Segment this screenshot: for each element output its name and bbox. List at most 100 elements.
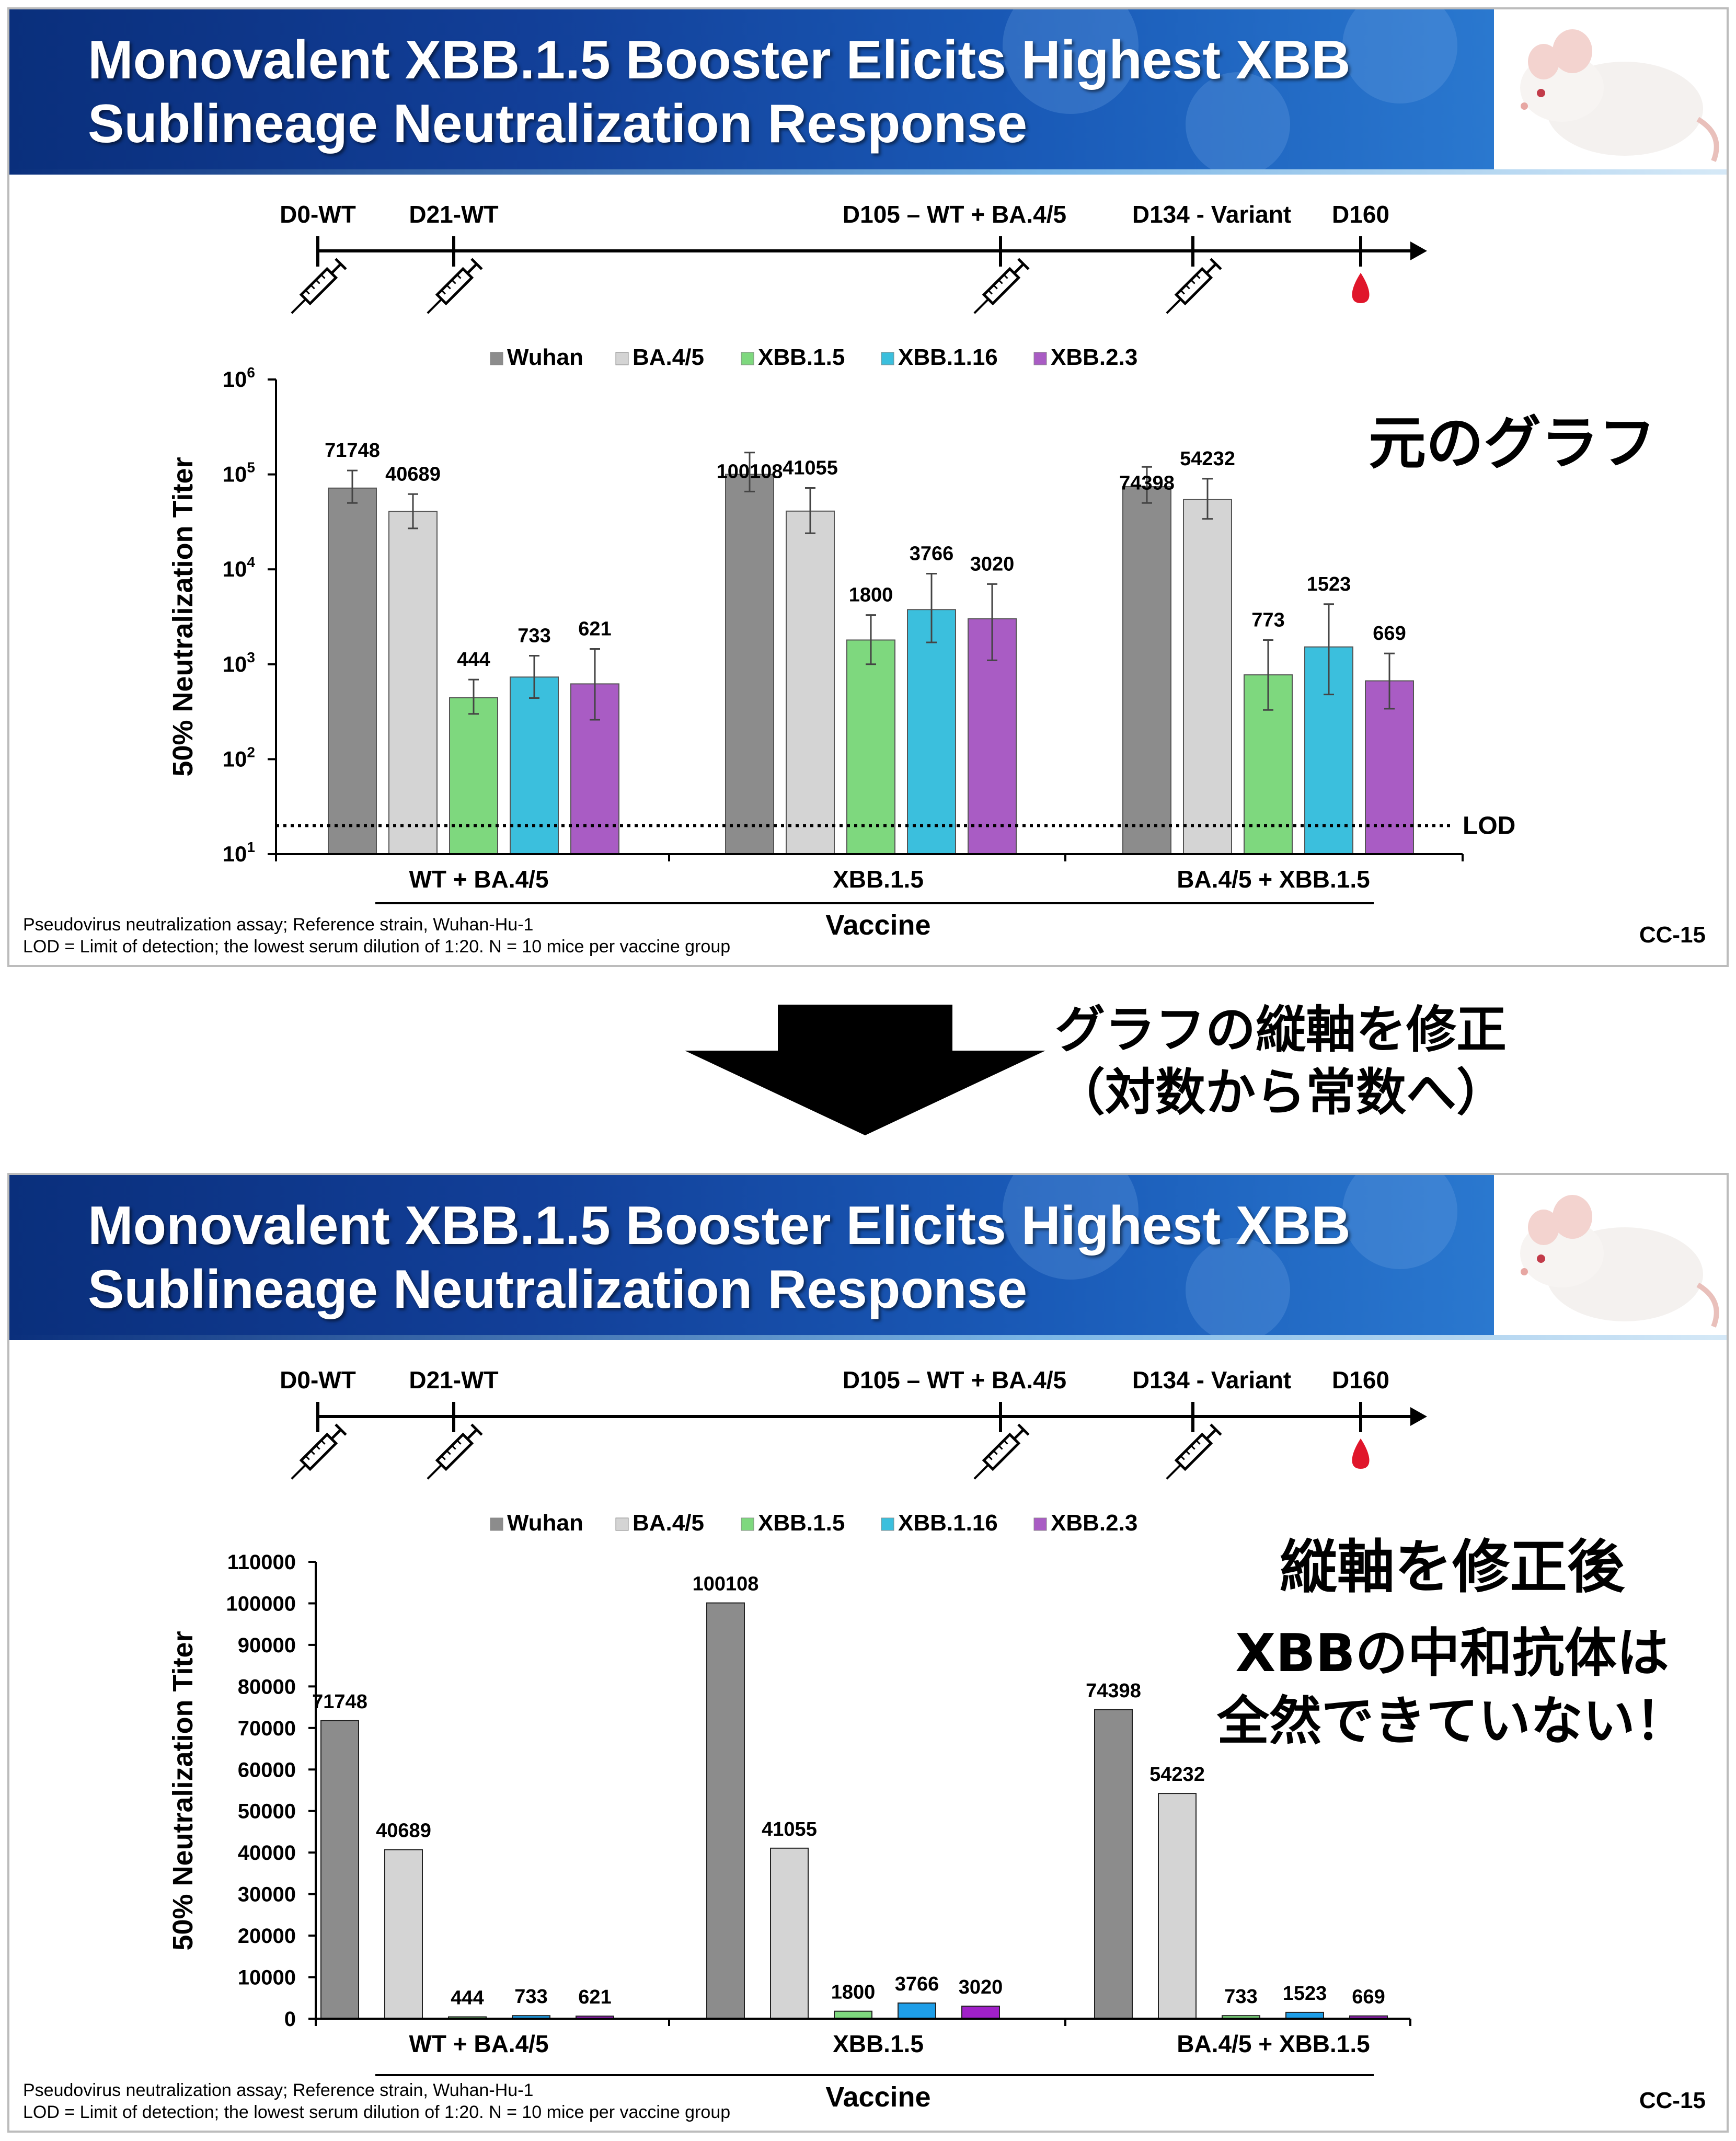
bar: [725, 474, 774, 855]
data-label: 100108: [693, 1573, 759, 1595]
y-tick-label: 106: [223, 364, 255, 392]
legend-label: XBB.2.3: [1051, 1510, 1137, 1536]
data-label: 444: [457, 649, 490, 671]
legend-label: XBB.1.16: [898, 1510, 998, 1536]
mouse-image: [1494, 1175, 1727, 1335]
banner-underline: [9, 169, 1727, 175]
legend-label: XBB.1.5: [758, 344, 845, 370]
y-tick-label: 101: [223, 839, 255, 866]
bar: [786, 510, 835, 855]
bar: [834, 2010, 872, 2020]
data-label: 74398: [1086, 1680, 1141, 1702]
data-label: 3766: [910, 543, 954, 565]
y-axis: 101 102 103 104 105 106: [223, 364, 277, 866]
data-label: 1800: [849, 584, 893, 606]
legend-swatch: [1033, 352, 1047, 365]
y-tick-label: 103: [223, 649, 255, 676]
syringe-icon: [291, 1423, 347, 1480]
original-graph-label: 元のグラフ: [1369, 410, 1656, 477]
bar: [770, 1847, 809, 2019]
timeline-label: D21-WT: [409, 201, 498, 228]
category-label: BA.4/5 + XBB.1.5: [1177, 866, 1370, 893]
bar: [510, 676, 559, 855]
bar: [384, 1849, 423, 2019]
bar: [907, 609, 956, 855]
slide-title: Monovalent XBB.1.5 Booster Elicits Highe…: [88, 1195, 1351, 1320]
y-tick-label: 110000: [227, 1551, 296, 1574]
timeline-label: D105 – WT + BA.4/5: [843, 201, 1066, 228]
y-tick-label: 60000: [238, 1758, 296, 1781]
syringe-icon: [973, 258, 1030, 314]
category-label: XBB.1.5: [833, 2030, 924, 2057]
data-label: 71748: [325, 440, 380, 462]
timeline-label: D0-WT: [280, 1366, 356, 1394]
category-label: BA.4/5 + XBB.1.5: [1177, 2030, 1370, 2057]
y-axis: 0 10000 20000 30000 40000 50000 60000 70000 8000…: [226, 1551, 317, 2031]
data-label: 1523: [1307, 573, 1351, 595]
mouse-image: [1494, 9, 1727, 169]
bar: [898, 2002, 936, 2019]
bars: 71748 100108 74398 40689 41055 54232 444 1800 77…: [325, 440, 1414, 855]
footnote: Pseudovirus neutralization assay; Refere…: [23, 915, 731, 957]
timeline-label: D0-WT: [280, 201, 356, 228]
legend-swatch: [741, 352, 754, 365]
y-tick-label: 100000: [226, 1592, 296, 1615]
data-label: 669: [1373, 623, 1406, 644]
category-label: WT + BA.4/5: [409, 866, 548, 893]
original-figure: D0-WT D21-WT D105 – WT + BA.4/5 D134 - Vari…: [9, 175, 1727, 965]
legend-swatch: [881, 1517, 894, 1531]
legend-label: XBB.1.16: [898, 344, 998, 370]
syringe-icon: [427, 1423, 483, 1480]
bar: [328, 487, 377, 855]
data-label: 54232: [1180, 448, 1235, 470]
banner-underline: [9, 1335, 1727, 1340]
legend-swatch: [615, 352, 629, 365]
data-label: 41055: [783, 457, 838, 479]
legend-label: BA.4/5: [633, 344, 704, 370]
chart-legend: Wuhan BA.4/5 XBB.1.5 XBB.1.16 XBB.2.3: [490, 1510, 1137, 1536]
data-label: 3020: [970, 553, 1015, 575]
data-label: 40689: [376, 1820, 431, 1842]
data-label: 71748: [312, 1691, 367, 1713]
data-label: 54232: [1149, 1764, 1205, 1786]
y-tick-label: 40000: [238, 1841, 296, 1864]
legend-swatch: [741, 1517, 754, 1531]
data-label: 621: [578, 618, 611, 640]
bar: [706, 1602, 745, 2019]
bar: [961, 2006, 1000, 2020]
blood-drop-icon: [1352, 273, 1370, 303]
timeline-label: D21-WT: [409, 1366, 498, 1394]
original-slide: Monovalent XBB.1.5 Booster Elicits Highe…: [7, 7, 1729, 967]
data-label: 773: [1251, 609, 1284, 631]
page-code: CC-15: [1639, 922, 1706, 948]
bar: [1158, 1793, 1197, 2019]
data-label: 3766: [895, 1973, 939, 1995]
bars: 71748 100108 74398 40689 41055 54232 444 1800 73…: [312, 1573, 1388, 2020]
y-tick-label: 0: [284, 2008, 296, 2031]
footnote: Pseudovirus neutralization assay; Refere…: [23, 2080, 731, 2122]
y-axis-title: 50% Neutralization Titer: [167, 1631, 199, 1950]
legend-swatch: [1033, 1517, 1047, 1531]
data-label: 40689: [385, 463, 441, 485]
data-label: 1800: [831, 1982, 876, 2004]
slide-title: Monovalent XBB.1.5 Booster Elicits Highe…: [88, 30, 1351, 154]
category-label: WT + BA.4/5: [409, 2030, 548, 2057]
timeline-label: D160: [1332, 201, 1389, 228]
bar: [846, 639, 895, 855]
category-axis: WT + BA.4/5 XBB.1.5 BA.4/5 + XBB.1.5 Vaccin…: [315, 2018, 1411, 2113]
lod-label: LOD: [1463, 812, 1515, 839]
legend-swatch: [615, 1517, 629, 1531]
conclusion-note: XBBの中和抗体は 全然できていない！: [1217, 1622, 1687, 1752]
page-code: CC-15: [1639, 2088, 1706, 2113]
bar: [449, 697, 498, 855]
legend-label: XBB.2.3: [1051, 344, 1137, 370]
category-label: XBB.1.5: [833, 866, 924, 893]
bar: [320, 1720, 359, 2019]
legend-swatch: [881, 352, 894, 365]
y-tick-label: 80000: [238, 1675, 296, 1698]
timeline-label: D134 - Variant: [1132, 201, 1291, 228]
title-banner: Monovalent XBB.1.5 Booster Elicits Highe…: [9, 9, 1494, 169]
corrected-slide: Monovalent XBB.1.5 Booster Elicits Highe…: [7, 1173, 1729, 2133]
legend-label: Wuhan: [507, 344, 583, 370]
y-tick-label: 104: [223, 554, 256, 581]
